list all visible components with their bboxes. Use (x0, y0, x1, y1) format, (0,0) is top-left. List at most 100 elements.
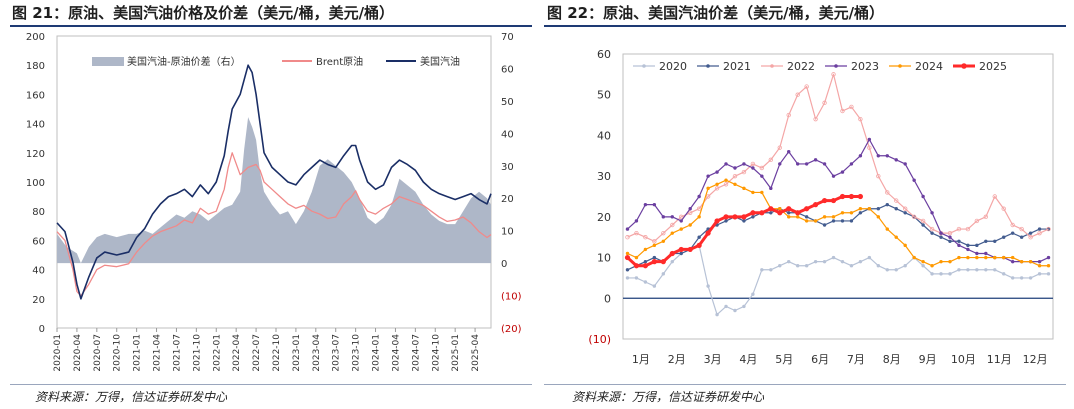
series-point-2020 (769, 268, 773, 272)
series-2024 (625, 178, 1051, 268)
series-point-2021 (885, 202, 889, 207)
series-point-2025 (848, 193, 855, 200)
legend-marker-2024 (898, 64, 902, 68)
series-point-2022 (992, 194, 997, 199)
legend-label-spread: 美国汽油-原油价差（右） (127, 55, 241, 68)
right-y-tick-label: 70 (501, 32, 514, 43)
series-point-2021 (849, 219, 854, 223)
series-point-2021 (930, 231, 934, 235)
series-point-2024 (867, 207, 872, 211)
series-point-2024 (706, 186, 710, 191)
x-tick-label: 2021-07 (172, 334, 182, 372)
series-point-2022 (732, 173, 738, 179)
series-point-2021 (903, 211, 907, 215)
legend-label-2024: 2024 (915, 60, 943, 73)
legend-marker-2020 (642, 64, 646, 68)
series-point-2021 (1037, 227, 1042, 231)
series-point-2023 (715, 170, 719, 174)
legend-label-2025: 2025 (979, 60, 1007, 73)
series-point-2023 (984, 251, 988, 256)
series-point-2022 (974, 218, 980, 224)
series-point-2022 (911, 214, 917, 220)
series-point-2020 (643, 280, 648, 284)
series-point-2024 (634, 255, 639, 260)
series-point-2024 (876, 215, 881, 219)
legend-marker-2022 (770, 64, 774, 68)
series-point-2021 (858, 211, 863, 215)
y-tick-label: 10 (597, 252, 611, 265)
series-point-2024 (858, 207, 863, 211)
series-point-2020 (760, 268, 764, 272)
series-point-2020 (948, 272, 952, 276)
series-point-2025 (804, 206, 810, 212)
right-y-tick-label: 10 (501, 227, 514, 238)
series-point-2022 (876, 173, 881, 179)
left-y-tick-label: 100 (26, 178, 45, 189)
series-point-2023 (751, 166, 755, 170)
series-point-2024 (1010, 255, 1015, 260)
series-point-2024 (643, 247, 648, 252)
plot-frame (622, 53, 1054, 340)
left-chart: 0 20 40 60 80 100 120 140 160 180 200 (20) (10) 0 10 20… (26, 32, 522, 372)
x-tick-label: 2022-04 (232, 334, 242, 372)
series-point-2021 (724, 219, 728, 223)
series-point-2023 (813, 158, 818, 162)
x-tick-label: 2022-07 (252, 334, 262, 372)
left-y-tick-label: 0 (39, 324, 45, 335)
series-point-2021 (993, 239, 997, 243)
series-point-2020 (876, 264, 881, 268)
series-point-2023 (697, 194, 701, 199)
series-point-2022 (750, 161, 756, 167)
right-figure-title: 图 22：原油、美国汽油价差（美元/桶，美元/桶） (547, 4, 885, 22)
series-point-2022 (714, 186, 720, 191)
series-point-2022 (858, 116, 863, 122)
series-point-2023 (957, 243, 961, 248)
plot-frame (56, 35, 492, 329)
series-point-2020 (984, 268, 988, 272)
right-y-tick-label: 30 (501, 162, 514, 173)
series-point-2021 (643, 259, 648, 264)
series-point-2020 (1002, 272, 1006, 276)
right-chart: (10) 0 10 20 30 40 50 60 1月 2月 3月 4月 5月 6月 7月 8月 9月 10月 11… (588, 48, 1054, 366)
series-point-2020 (661, 272, 666, 276)
series-point-2020 (1028, 276, 1033, 280)
series-point-2022 (929, 226, 935, 232)
series-point-2020 (930, 272, 934, 276)
series-point-2024 (697, 215, 701, 219)
legend-label-2022: 2022 (787, 60, 815, 73)
series-point-2022 (705, 194, 711, 199)
series-point-2020 (625, 276, 630, 280)
legend-label-brent: Brent原油 (316, 55, 363, 68)
series-point-2025 (705, 230, 711, 236)
series-point-2022 (625, 235, 630, 240)
series-point-2023 (778, 162, 782, 166)
series-line-2025 (626, 195, 861, 268)
x-tick-label: 6月 (811, 353, 829, 366)
series-point-2020 (831, 255, 836, 260)
series-point-2020 (1019, 276, 1024, 280)
series-point-2021 (840, 219, 845, 223)
series-point-2021 (939, 235, 943, 239)
y-tick-label: 60 (597, 48, 611, 61)
series-point-2023 (724, 162, 728, 166)
series-point-2023 (831, 174, 836, 178)
series-point-2024 (912, 255, 916, 260)
series-point-2024 (688, 223, 692, 227)
series-point-2024 (760, 190, 764, 195)
series-point-2022 (885, 190, 890, 195)
series-point-2020 (966, 268, 970, 272)
series-point-2022 (679, 214, 684, 220)
legend-label-2020: 2020 (659, 60, 687, 73)
series-point-2025 (768, 206, 774, 212)
x-tick-label: 7月 (847, 353, 865, 366)
series-point-2024 (831, 215, 836, 219)
series-point-2025 (830, 197, 837, 204)
spread-area (57, 117, 491, 264)
left-y-tick-label: 40 (32, 266, 45, 277)
left-legend: 美国汽油-原油价差（右） Brent原油 美国汽油 (92, 55, 460, 68)
series-point-2021 (1010, 231, 1015, 235)
right-y-tick-label: (10) (501, 292, 522, 303)
series-point-2022 (768, 157, 774, 163)
x-tick-label: 3月 (704, 353, 722, 366)
series-point-2024 (625, 251, 630, 256)
